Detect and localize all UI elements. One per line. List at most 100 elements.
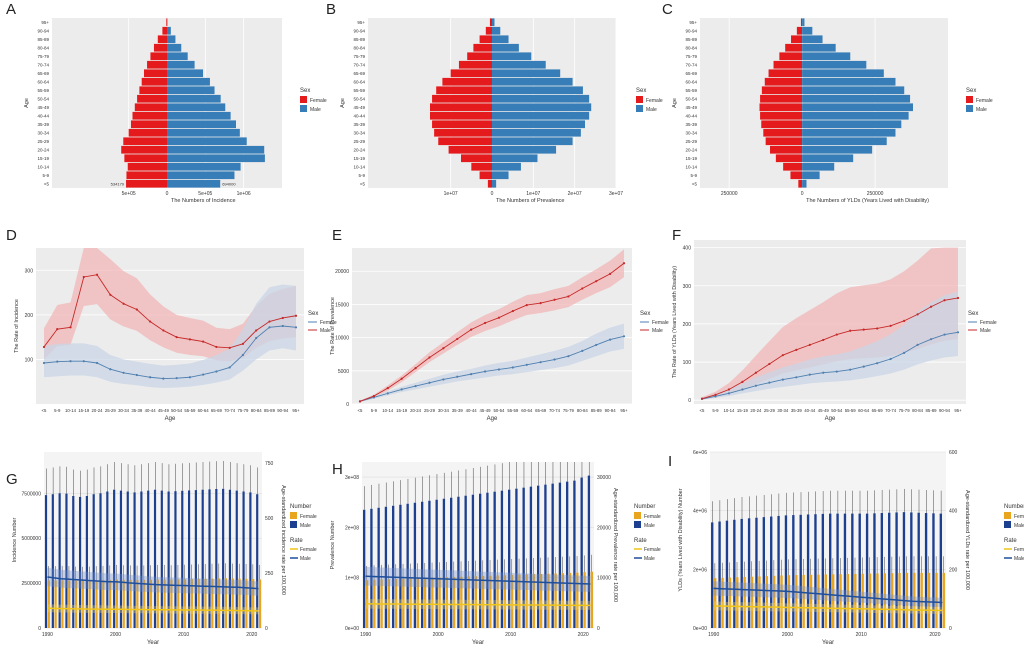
legend-label-female-number: Female xyxy=(1014,514,1024,520)
bar-male-1992 xyxy=(726,521,728,628)
y-tick-label: 400 xyxy=(683,246,692,252)
age-tick-label: 95+ xyxy=(357,20,365,25)
bar-female-1999 xyxy=(780,575,782,628)
x-tick-label: 40-44 xyxy=(145,408,157,413)
age-tick-label: 65-69 xyxy=(353,71,365,76)
point-female xyxy=(414,385,416,387)
legend-title: Sex xyxy=(968,311,978,317)
point-male xyxy=(484,322,486,324)
x-tick-label: 60-64 xyxy=(858,408,870,413)
legend-label-male-rate: Male xyxy=(1014,556,1024,562)
bar-female-2021 xyxy=(943,573,945,628)
bar-male-10-14 xyxy=(167,163,241,171)
x-tick-label: 20-24 xyxy=(92,408,104,413)
age-tick-label: 5-9 xyxy=(358,173,365,178)
bar-female-75-79 xyxy=(467,52,492,60)
bar-female-75-79 xyxy=(779,52,802,60)
bar-male-1996 xyxy=(407,504,409,628)
bar-male-75-79 xyxy=(802,52,850,60)
data-label-male: 694000 xyxy=(222,181,236,186)
point-female xyxy=(149,376,151,378)
bar-female-2021 xyxy=(591,572,593,628)
bar-male-50-54 xyxy=(492,95,589,103)
y-tick-label: 100 xyxy=(683,360,692,366)
bar-male-25-29 xyxy=(492,137,573,145)
x-tick-label: 2010 xyxy=(178,632,189,638)
point-female xyxy=(567,355,569,357)
point-female xyxy=(728,392,730,394)
x-tick-label: 1990 xyxy=(42,632,53,638)
bar-female-2001 xyxy=(795,575,797,628)
point-female xyxy=(255,337,257,339)
bar-male-90-94 xyxy=(802,27,812,35)
point-male xyxy=(903,320,905,322)
bar-male-50-54 xyxy=(167,95,221,103)
point-female xyxy=(609,339,611,341)
bar-male-30-34 xyxy=(802,129,895,137)
bar-female-45-49 xyxy=(760,103,803,111)
age-tick-label: 60-64 xyxy=(353,79,365,84)
age-tick-label: <5 xyxy=(360,181,366,186)
y2-tick-label: 0 xyxy=(597,626,600,632)
legend-label-female: Female xyxy=(652,320,669,326)
x-axis-title: Age xyxy=(165,416,176,422)
legend-swatch-female xyxy=(300,96,307,103)
x-tick-label: 65-69 xyxy=(535,408,547,413)
point-male xyxy=(595,280,597,282)
x-tick-label: 85-89 xyxy=(591,408,603,413)
x-tick-label: 45-49 xyxy=(158,408,170,413)
point-male xyxy=(428,356,430,358)
y-tick-label: 5000 xyxy=(338,369,349,375)
y-tick-label: 3e+08 xyxy=(345,475,359,481)
point-female xyxy=(581,350,583,352)
point-female xyxy=(43,362,45,364)
point-female xyxy=(768,382,770,384)
age-tick-label: 45-49 xyxy=(353,105,365,110)
point-female xyxy=(822,372,824,374)
bar-female-60-64 xyxy=(142,78,167,86)
age-tick-label: 5-9 xyxy=(42,173,49,178)
bar-male-40-44 xyxy=(492,112,589,120)
bar-male-30-34 xyxy=(167,129,240,137)
x-tick-label: 95+ xyxy=(292,408,300,413)
age-tick-label: 40-44 xyxy=(37,113,49,118)
y-tick-label: 5000000 xyxy=(22,536,42,542)
point-male xyxy=(782,354,784,356)
y-tick-label: 6e+06 xyxy=(693,450,707,456)
legend-label-male-number: Male xyxy=(1014,523,1024,529)
x-tick-label: 35-39 xyxy=(791,408,803,413)
bar-female-10-14 xyxy=(128,163,167,171)
legend-swatch-male-number xyxy=(290,521,297,528)
age-tick-label: 30-34 xyxy=(685,130,697,135)
x-tick-label: 0 xyxy=(801,191,804,197)
point-female xyxy=(755,385,757,387)
bar-female-65-69 xyxy=(451,69,492,77)
bar-male-35-39 xyxy=(802,120,901,128)
point-female xyxy=(876,362,878,364)
legend-label-female-rate: Female xyxy=(300,547,317,553)
x-tick-label: 90-94 xyxy=(939,408,951,413)
bar-female-2004 xyxy=(817,575,819,628)
y-axis-title: Age xyxy=(24,98,30,108)
y-tick-label: 2500000 xyxy=(22,581,42,587)
point-male xyxy=(255,329,257,331)
bar-male-80-84 xyxy=(802,44,836,52)
x-tick-label: 65-69 xyxy=(872,408,884,413)
bar-male-55-59 xyxy=(167,86,215,94)
point-male xyxy=(56,328,58,330)
legend-label-female: Female xyxy=(976,98,993,104)
bar-female-10-14 xyxy=(783,163,802,171)
point-male xyxy=(890,325,892,327)
point-female xyxy=(282,325,284,327)
bar-female-60-64 xyxy=(442,78,492,86)
age-tick-label: 40-44 xyxy=(353,113,365,118)
panel-letter-e: E xyxy=(332,227,342,244)
x-tick-label: 75-79 xyxy=(237,408,249,413)
point-male xyxy=(268,320,270,322)
point-female xyxy=(401,388,403,390)
y2-tick-label: 0 xyxy=(949,626,952,632)
age-tick-label: 30-34 xyxy=(37,130,49,135)
y-axis-title: Prevalence Number xyxy=(330,521,336,570)
point-male xyxy=(623,262,625,264)
y-tick-label: 0e+00 xyxy=(345,626,359,632)
